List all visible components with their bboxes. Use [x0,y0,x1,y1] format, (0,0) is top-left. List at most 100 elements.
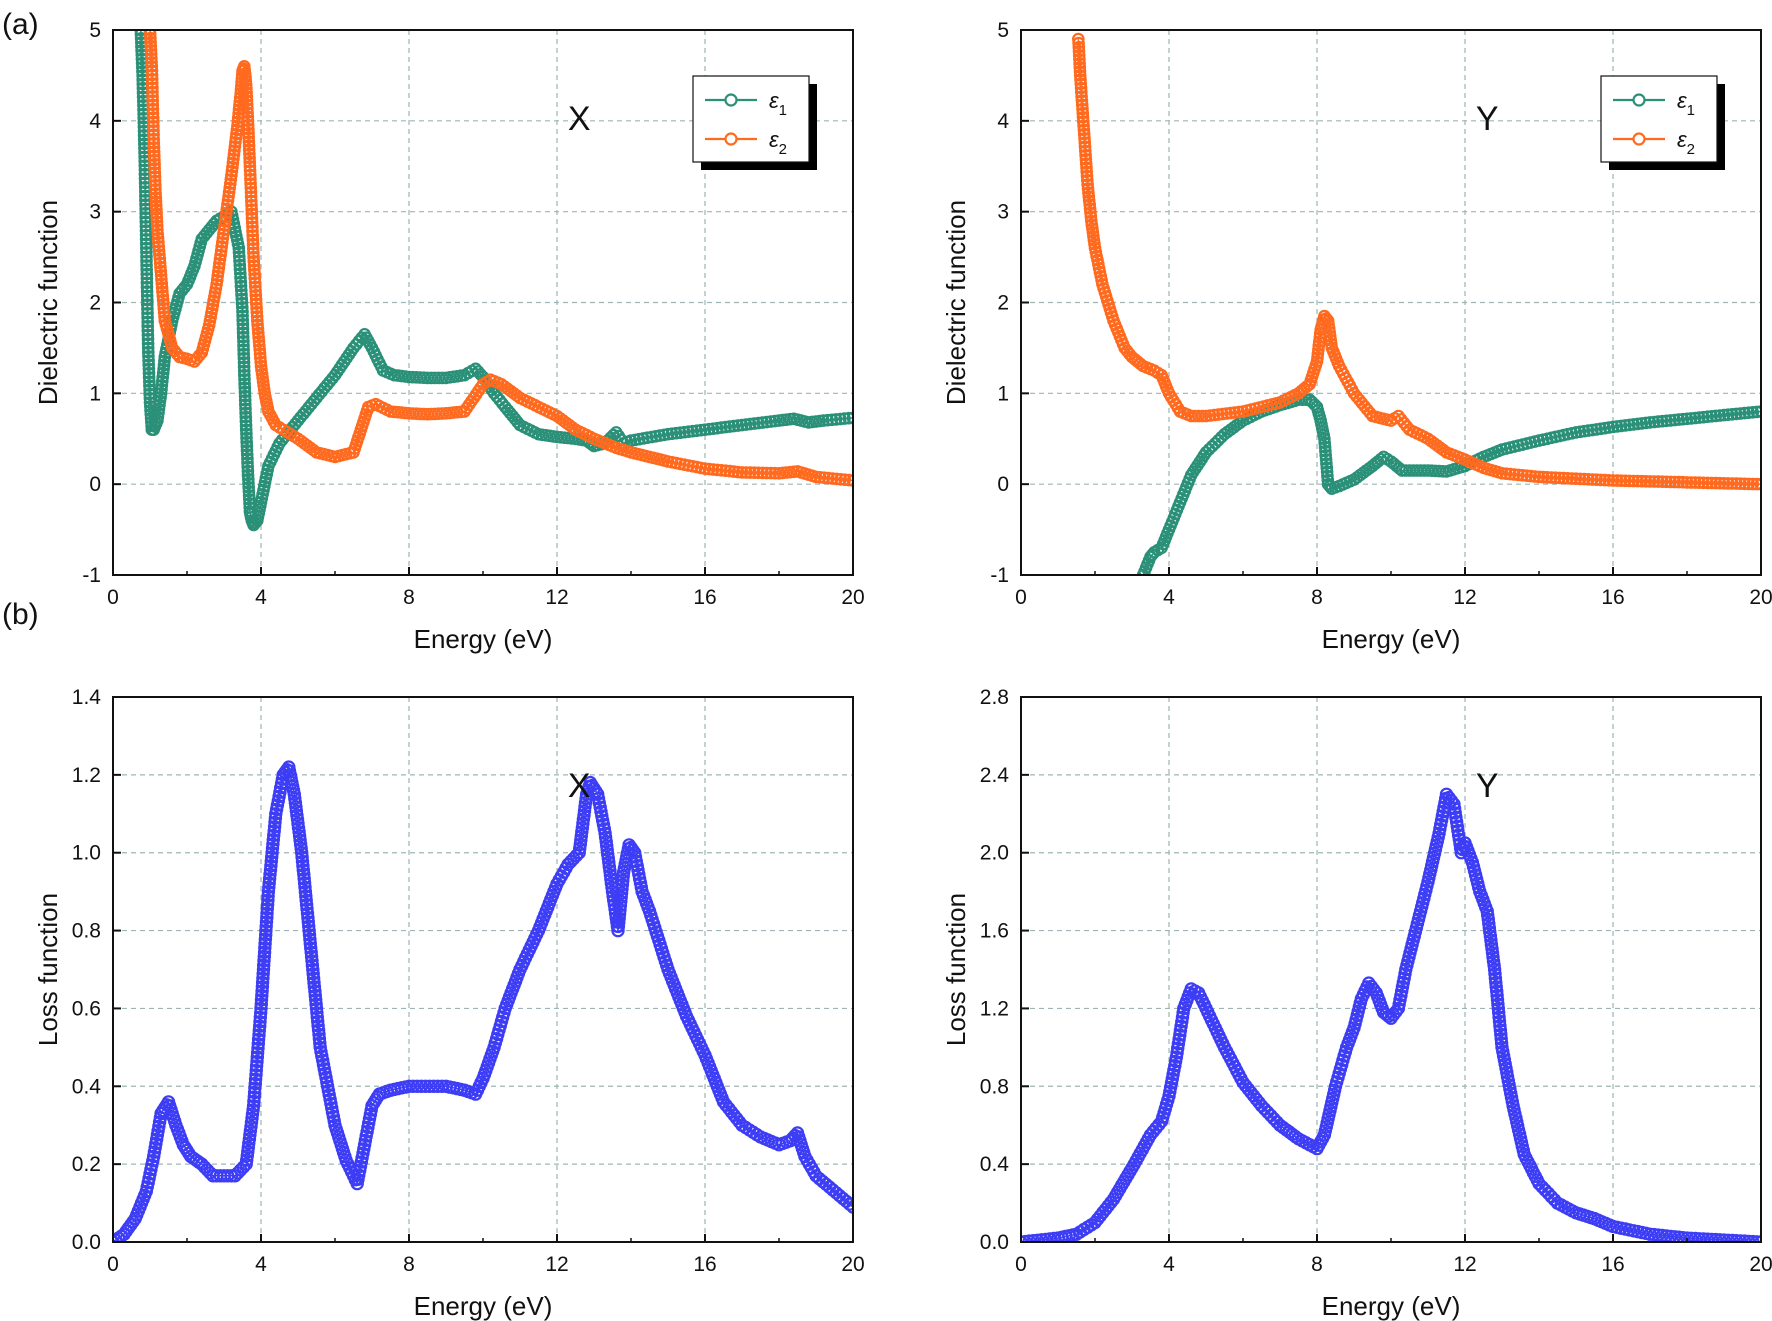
data-point [747,466,761,479]
data-point [1688,411,1702,425]
data-point [151,227,164,241]
data-point [825,413,839,427]
data-point [145,72,159,86]
panel-a-label: (a) [2,8,39,41]
data-point [1077,127,1091,141]
data-point [244,172,257,186]
data-point [1598,473,1612,487]
data-point [212,261,226,274]
data-point [1491,997,1505,1011]
x-tick-label: 12 [545,586,568,609]
data-point [257,958,271,972]
data-point [241,114,255,128]
data-point [1493,1018,1507,1033]
y-tick-label: 1 [89,382,101,405]
data-point [148,174,162,188]
data-point [143,375,156,388]
data-point [418,1079,433,1094]
data-point [246,224,259,238]
data-point [248,1072,263,1086]
data-point [150,203,163,216]
data-point [155,273,168,286]
data-point [306,971,321,985]
data-point [254,997,268,1011]
data-point [240,86,253,99]
data-point [153,248,166,261]
data-point [1717,1233,1731,1242]
data-point [154,260,167,274]
data-point [253,343,267,356]
data-point [249,284,262,298]
data-point [1073,52,1086,66]
data-point [311,1018,325,1033]
data-point [1078,140,1092,153]
data-point [244,168,257,182]
data-point [151,223,164,237]
data-point [242,476,255,490]
data-point [1569,472,1583,485]
data-point [1072,36,1085,50]
data-point [1577,472,1591,486]
data-point [241,456,254,469]
y-tick-label: 2.4 [980,764,1010,787]
data-point [247,250,260,264]
x-tick-label: 4 [1163,1253,1175,1276]
x-tick-label: 20 [1749,586,1772,609]
data-point [236,305,249,318]
data-point [239,414,253,428]
data-point [739,466,753,479]
y-tick-label: 0 [997,473,1009,496]
data-point [140,289,154,303]
data-point [295,854,310,869]
data-point [1709,1232,1723,1242]
data-point [262,876,276,890]
data-point [253,347,267,360]
data-point [142,366,156,380]
data-point [255,984,269,998]
data-point [1573,472,1587,486]
data-point [248,267,261,281]
data-point [236,322,250,335]
data-point [145,60,159,73]
data-point [236,309,249,323]
data-point [147,128,160,141]
data-point [151,231,165,245]
data-point [235,284,248,297]
data-point [144,31,157,45]
data-point [237,356,251,369]
data-point [240,427,253,441]
data-point [569,848,584,863]
data-point [1672,1230,1686,1242]
data-point [1647,475,1661,488]
data-point [241,460,254,474]
y-tick-label: 2.0 [980,842,1009,865]
data-point [1516,468,1529,482]
data-point [144,43,158,57]
data-point [1680,1231,1694,1242]
data-point [1700,1232,1715,1242]
data-point [141,324,155,337]
data-point [148,166,162,179]
data-point [1524,469,1538,483]
data-point [147,132,160,146]
data-point [242,472,255,486]
data-point [140,250,153,264]
data-point [308,988,322,1003]
data-point [727,465,741,478]
legend-box [692,75,810,163]
data-point [1076,102,1089,116]
chart-b-x: 0 4 8 12 16 20 0.0 0.2 0.4 0.6 0.8 1.0 1.2 1.4 Energy … [33,686,865,1321]
data-point [1075,98,1089,112]
data-point [842,411,853,425]
data-point [149,199,163,212]
x-tick-label: 16 [1601,1253,1624,1276]
data-point [1725,407,1739,421]
data-point [1623,418,1636,432]
data-point [236,1160,251,1174]
data-point [251,1032,266,1047]
data-point [302,928,317,942]
data-point [241,102,254,115]
data-point [306,967,320,981]
data-point [240,448,254,461]
